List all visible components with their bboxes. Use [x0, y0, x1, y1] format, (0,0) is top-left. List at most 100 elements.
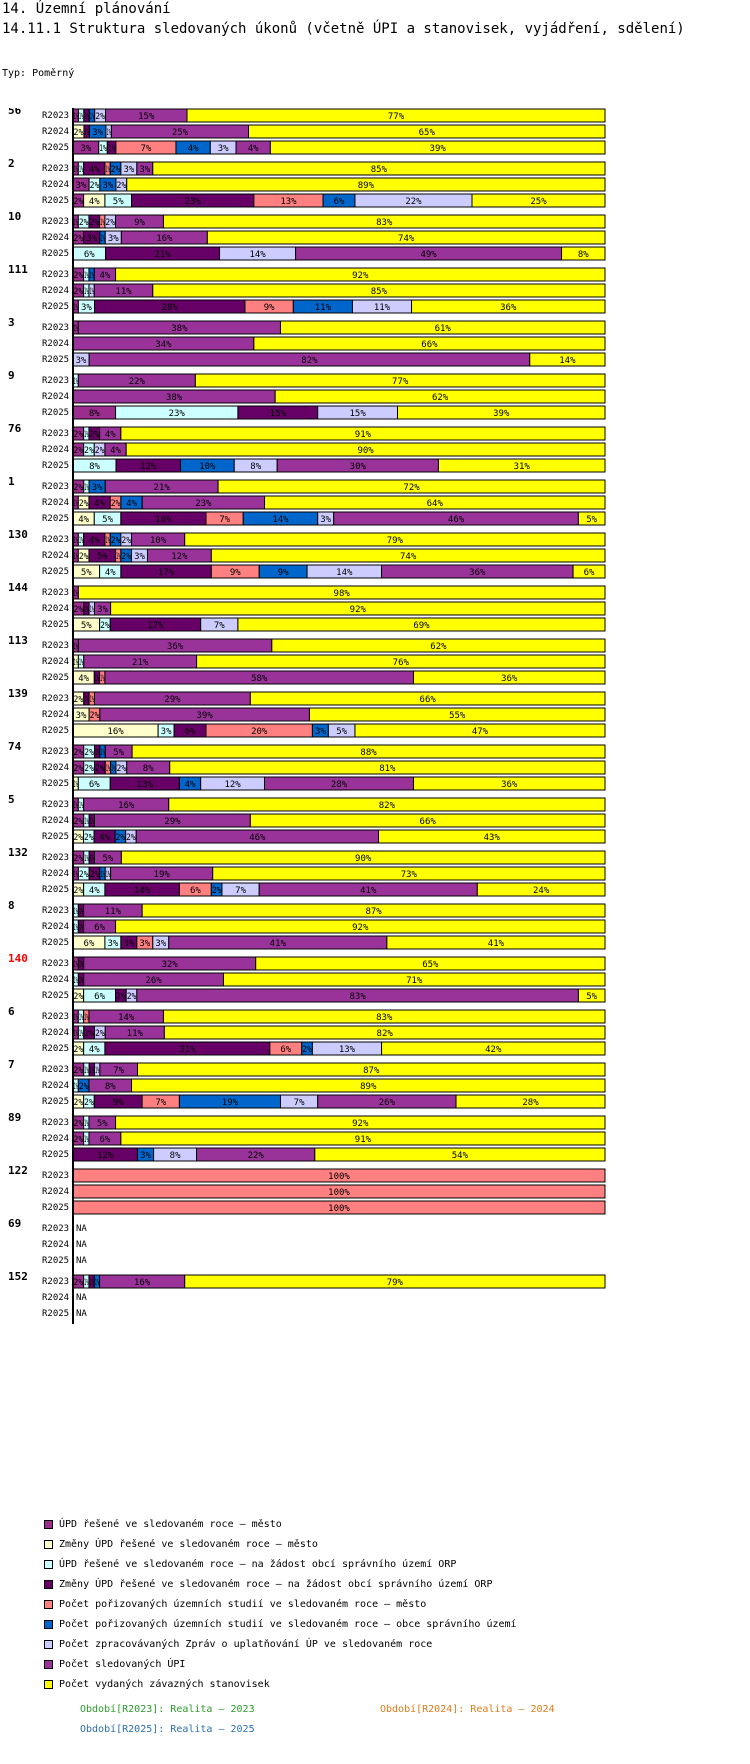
data-label: 1%	[89, 271, 94, 281]
data-label: 14%	[272, 515, 289, 525]
data-label: 20%	[251, 727, 268, 737]
period-label: R2024	[42, 763, 69, 773]
data-label: 4%	[248, 144, 259, 154]
data-label: 11%	[105, 907, 122, 917]
bar-segment	[577, 511, 606, 526]
period-label: R2023	[42, 164, 69, 174]
data-label: 1%	[106, 128, 111, 138]
data-label: 3%	[76, 356, 87, 366]
data-label: 41%	[360, 886, 377, 896]
data-label: 1%	[74, 642, 79, 652]
data-label: 2%	[74, 271, 84, 281]
data-label: 91%	[355, 430, 372, 440]
period-label: R2024	[42, 498, 69, 508]
period-label: R2024	[42, 233, 69, 243]
bar-segment	[184, 532, 606, 547]
group-label: 56	[8, 108, 22, 117]
data-label: 1%	[84, 817, 89, 827]
bar-segment	[314, 1147, 606, 1162]
data-label: 10%	[150, 536, 167, 546]
bar-segment	[77, 585, 606, 600]
legend-label: Počet pořizovaných územních studií ve sl…	[59, 1618, 517, 1630]
period-label: R2025	[42, 726, 69, 736]
na-label: NA	[76, 1240, 87, 1250]
data-label: 4%	[78, 674, 89, 684]
data-label: 7%	[155, 1098, 166, 1108]
legend-swatch	[44, 1679, 53, 1689]
data-label: 1%	[74, 870, 79, 880]
data-label: 29%	[164, 695, 181, 705]
chart-title: 14.11.1 Struktura sledovaných úkonů (vče…	[2, 21, 685, 37]
period-label: R2023	[42, 800, 69, 810]
data-label: 66%	[420, 695, 437, 705]
data-label: 34%	[155, 340, 172, 350]
period-label: R2025	[42, 938, 69, 948]
data-label: 39%	[197, 711, 214, 721]
bar-segment	[249, 813, 606, 828]
data-label: 1%	[79, 1029, 84, 1039]
bar-segment	[162, 214, 606, 229]
data-label: 2%	[116, 764, 126, 774]
data-label: 1%	[105, 165, 110, 175]
data-label: 23%	[169, 409, 186, 419]
data-label: 6%	[99, 1135, 110, 1145]
data-label: 100%	[328, 1188, 350, 1198]
na-label: NA	[76, 1309, 87, 1319]
data-label: 3%	[315, 727, 326, 737]
bar-segment	[381, 1041, 606, 1056]
data-label: 2%	[100, 621, 110, 631]
data-label: 83%	[376, 1013, 393, 1023]
legend-item: Změny ÚPD řešené ve sledovaném roce – na…	[44, 1574, 517, 1594]
data-label: 1%	[111, 764, 116, 774]
data-label: 1%	[74, 324, 79, 334]
data-label: 8%	[105, 1082, 116, 1092]
data-label: 1%	[84, 1013, 89, 1023]
period-label: R2023	[42, 641, 69, 651]
period-label: R2024	[42, 127, 69, 137]
data-label: 2%	[84, 764, 94, 774]
data-label: 2%	[127, 992, 137, 1002]
group-label: 5	[8, 793, 15, 806]
bar-segment	[184, 1274, 606, 1289]
data-label: 1%	[79, 112, 84, 122]
data-label: 1%	[74, 1029, 79, 1039]
data-label: 3%	[103, 181, 114, 191]
data-label: 38%	[166, 393, 183, 403]
data-label: 23%	[195, 499, 212, 509]
data-label: 25%	[530, 197, 547, 207]
period-label: R2025	[42, 1150, 69, 1160]
data-label: 2%	[95, 1029, 105, 1039]
data-label: 87%	[365, 907, 382, 917]
data-label: 19%	[222, 1098, 239, 1108]
period-label: R2024	[42, 922, 69, 932]
data-label: 25%	[172, 128, 189, 138]
data-label: 1%	[74, 377, 79, 387]
data-label: 4%	[89, 165, 100, 175]
period-label: R2023	[42, 694, 69, 704]
bar-segment	[196, 654, 606, 669]
data-label: 2%	[74, 1045, 84, 1055]
period-label: R2024	[42, 604, 69, 614]
data-label: 3%	[140, 1151, 151, 1161]
period-label: R2023	[42, 1224, 69, 1234]
period-label: R2023	[42, 747, 69, 757]
period-label: R2024	[42, 816, 69, 826]
data-label: 3%	[92, 483, 103, 493]
data-label: 2%	[74, 1098, 84, 1108]
period-label: R2024	[42, 1293, 69, 1303]
data-label: 73%	[401, 870, 418, 880]
data-label: 46%	[448, 515, 465, 525]
bar-segment	[141, 903, 606, 918]
period-label: R2023	[42, 1065, 69, 1075]
data-label: 2%	[74, 483, 84, 493]
group-label: 132	[8, 846, 28, 859]
data-label: 4%	[99, 833, 110, 843]
bar-segment	[577, 988, 606, 1003]
data-label: 92%	[352, 923, 369, 933]
bar-segment	[120, 850, 606, 865]
data-label: 1%	[99, 144, 107, 154]
bar-segment	[163, 1025, 606, 1040]
data-label: 2%	[84, 1098, 94, 1108]
period-label: R2025	[42, 196, 69, 206]
data-label: 4%	[89, 536, 100, 546]
